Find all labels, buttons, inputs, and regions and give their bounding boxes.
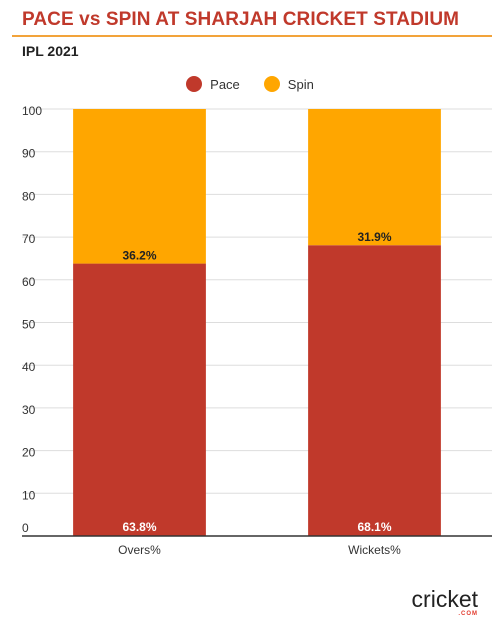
legend-label-pace: Pace xyxy=(210,76,240,92)
data-label-spin-wickets: 31.9% xyxy=(357,230,391,244)
y-tick-label-70: 70 xyxy=(22,232,36,246)
y-tick-label-20: 20 xyxy=(22,446,36,460)
y-tick-label-80: 80 xyxy=(22,189,36,203)
y-tick-label-100: 100 xyxy=(22,104,42,118)
y-tick-label-30: 30 xyxy=(22,403,36,417)
y-tick-label-10: 10 xyxy=(22,488,36,502)
data-label-pace-wickets: 68.1% xyxy=(357,520,391,534)
x-tick-label-wickets: Wickets% xyxy=(348,543,401,557)
y-tick-label-0: 0 xyxy=(22,521,29,535)
cricket-com-logo-suffix: .COM xyxy=(458,611,478,617)
bar-spin-overs xyxy=(73,109,206,264)
bar-pace-overs xyxy=(73,263,206,536)
legend-swatch-pace xyxy=(186,76,203,92)
cricket-com-logo: cricket xyxy=(411,586,478,612)
y-tick-label-40: 40 xyxy=(22,360,36,374)
y-tick-label-60: 60 xyxy=(22,275,36,289)
chart-title: PACE vs SPIN AT SHARJAH CRICKET STADIUM xyxy=(22,9,460,30)
data-label-spin-overs: 36.2% xyxy=(122,249,156,263)
y-tick-label-50: 50 xyxy=(22,318,36,332)
x-tick-label-overs: Overs% xyxy=(118,543,161,557)
legend-swatch-spin xyxy=(263,76,280,92)
bar-spin-wickets xyxy=(308,109,441,246)
title-divider xyxy=(12,35,492,37)
y-tick-label-90: 90 xyxy=(22,147,36,161)
legend-item-pace: Pace xyxy=(186,76,240,92)
chart-subtitle: IPL 2021 xyxy=(22,43,79,59)
chart-legend: Pace Spin xyxy=(0,76,500,92)
data-label-pace-overs: 63.8% xyxy=(122,520,156,534)
legend-label-spin: Spin xyxy=(287,76,314,92)
bar-pace-wickets xyxy=(308,245,441,536)
legend-item-spin: Spin xyxy=(263,76,314,92)
